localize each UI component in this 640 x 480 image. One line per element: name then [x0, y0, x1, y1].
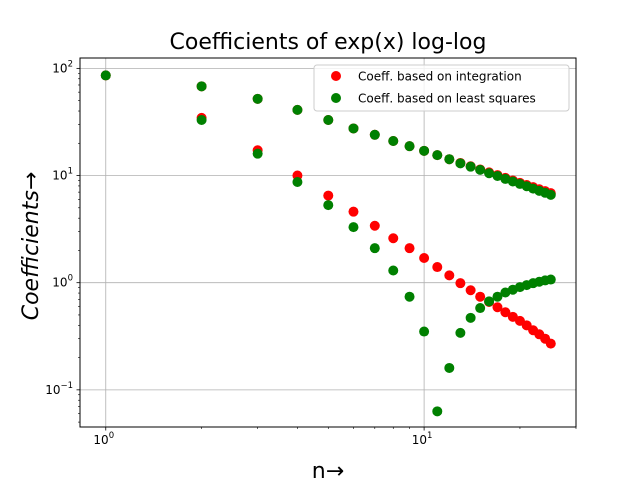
least-squares-point: [455, 327, 466, 338]
least-squares-point: [484, 296, 495, 307]
integration-point: [432, 262, 443, 273]
plot-frame: [79, 57, 577, 428]
integration-point: [545, 338, 556, 349]
integration-point: [348, 206, 359, 217]
least-squares-point: [348, 222, 359, 233]
least-squares-point: [323, 200, 334, 211]
y-tick-label: 100: [52, 274, 73, 290]
integration-point: [404, 243, 415, 254]
integration-point: [492, 302, 503, 313]
integration-point: [465, 285, 476, 296]
least-squares-point: [475, 164, 486, 175]
least-squares-point: [100, 70, 111, 81]
legend-marker-integration: [331, 71, 341, 81]
legend-box: [313, 64, 570, 112]
grid-lines: [80, 58, 576, 427]
least-squares-point: [292, 177, 303, 188]
least-squares-point: [455, 158, 466, 169]
legend-label-least-squares: Coeff. based on least squares: [358, 92, 536, 106]
least-squares-point: [432, 406, 443, 417]
least-squares-point: [252, 148, 263, 159]
least-squares-point: [404, 141, 415, 152]
legend: Coeff. based on integration Coeff. based…: [313, 64, 570, 112]
least-squares-point: [432, 150, 443, 161]
least-squares-point: [419, 145, 430, 156]
least-squares-point: [369, 243, 380, 254]
y-tick-label: 102: [52, 59, 73, 75]
least-squares-point: [196, 81, 207, 92]
least-squares-point: [444, 154, 455, 165]
least-squares-point: [475, 303, 486, 314]
least-squares-point: [388, 265, 399, 276]
x-tick-label: 100: [93, 431, 114, 447]
least-squares-point: [492, 291, 503, 302]
least-squares-point: [444, 362, 455, 373]
least-squares-point: [419, 326, 430, 337]
least-squares-point: [196, 114, 207, 125]
least-squares-point: [323, 114, 334, 125]
least-squares-point: [545, 189, 556, 200]
integration-point: [500, 307, 511, 318]
least-squares-point: [348, 123, 359, 134]
least-squares-point: [484, 168, 495, 179]
least-squares-point: [404, 291, 415, 302]
least-squares-point: [369, 129, 380, 140]
least-squares-point: [465, 161, 476, 172]
integration-point: [369, 220, 380, 231]
least-squares-point: [388, 136, 399, 147]
least-squares-point: [292, 104, 303, 115]
integration-point: [475, 291, 486, 302]
y-axis-label: Coefficients→: [19, 172, 44, 321]
integration-point: [323, 190, 334, 201]
least-squares-point: [465, 312, 476, 323]
least-squares-point: [252, 93, 263, 104]
x-axis-label: n→: [312, 459, 344, 480]
axis-ticks: 100 101 10−1 100 101 102: [45, 59, 577, 447]
integration-point: [455, 278, 466, 289]
y-tick-label: 10−1: [45, 381, 73, 397]
y-tick-label: 101: [52, 167, 73, 183]
legend-marker-least-squares: [331, 93, 341, 103]
least-squares-point: [545, 274, 556, 285]
least-squares-point: [492, 171, 503, 182]
data-points: [100, 70, 556, 417]
integration-point: [419, 252, 430, 263]
integration-point: [388, 233, 399, 244]
chart-title: Coefficients of exp(x) log-log: [170, 30, 487, 55]
legend-label-integration: Coeff. based on integration: [358, 70, 522, 84]
x-tick-label: 101: [412, 431, 433, 447]
integration-point: [444, 270, 455, 281]
